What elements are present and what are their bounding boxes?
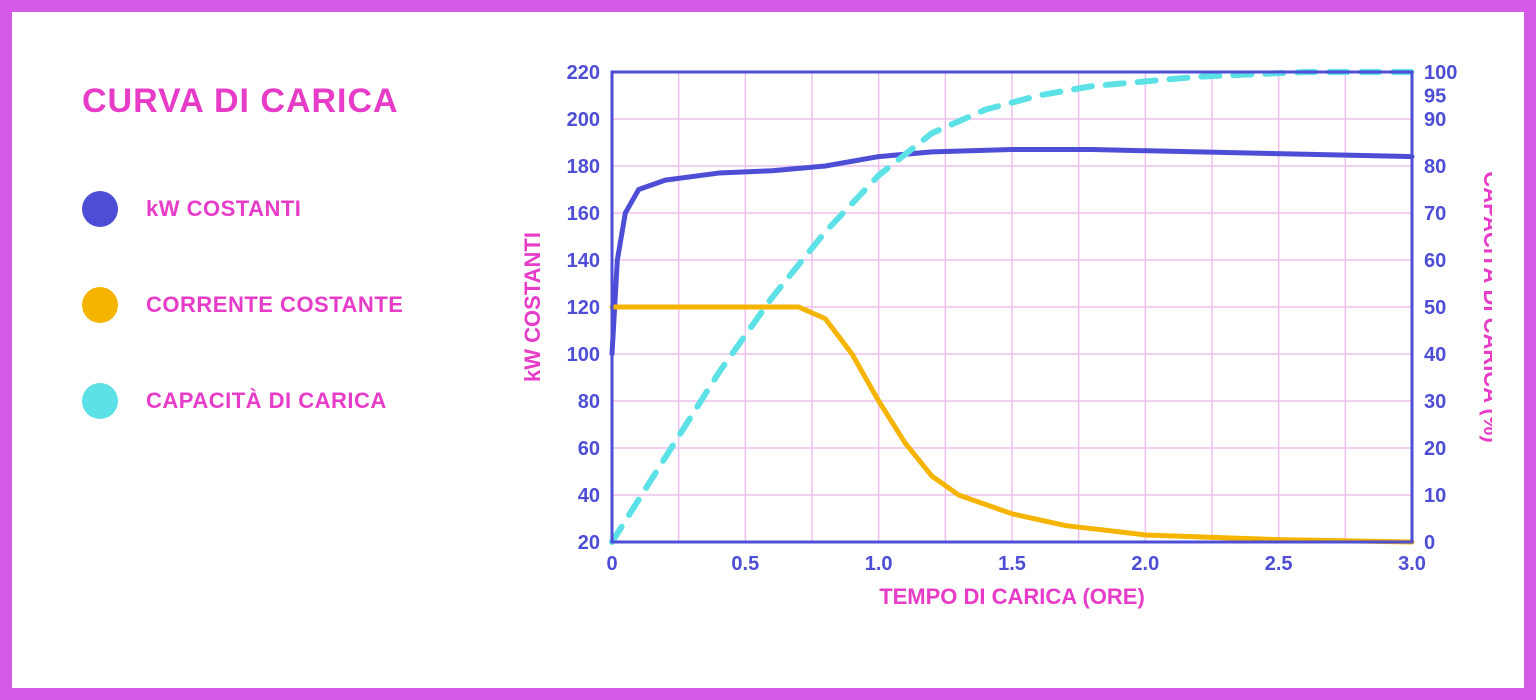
svg-text:3.0: 3.0 — [1398, 553, 1426, 575]
legend-item-capacita: CAPACITÀ DI CARICA — [82, 383, 492, 419]
svg-text:40: 40 — [1424, 344, 1446, 366]
svg-text:95: 95 — [1424, 86, 1446, 108]
inner-frame: CURVA DI CARICA kW COSTANTI CORRENTE COS… — [12, 12, 1524, 688]
svg-text:80: 80 — [1424, 156, 1446, 178]
legend-label-corrente: CORRENTE COSTANTE — [146, 292, 403, 318]
svg-text:1.0: 1.0 — [865, 553, 893, 575]
svg-text:CAPACITÀ DI CARICA (%): CAPACITÀ DI CARICA (%) — [1479, 171, 1492, 442]
svg-text:90: 90 — [1424, 109, 1446, 131]
svg-text:0.5: 0.5 — [731, 553, 759, 575]
svg-text:100: 100 — [567, 344, 600, 366]
svg-text:1.5: 1.5 — [998, 553, 1026, 575]
svg-text:20: 20 — [578, 532, 600, 554]
chart-area: 20 40 60 80 100 120 140 160 180 200 220 0 10 20 30 40 50… — [492, 52, 1494, 658]
svg-text:60: 60 — [578, 438, 600, 460]
legend-swatch-capacita — [82, 383, 118, 419]
svg-text:10: 10 — [1424, 485, 1446, 507]
legend-label-capacita: CAPACITÀ DI CARICA — [146, 388, 387, 414]
legend-column: CURVA DI CARICA kW COSTANTI CORRENTE COS… — [52, 52, 492, 658]
legend-label-kw: kW COSTANTI — [146, 196, 301, 222]
svg-text:100: 100 — [1424, 62, 1457, 84]
legend-item-corrente: CORRENTE COSTANTE — [82, 287, 492, 323]
svg-text:kW COSTANTI: kW COSTANTI — [520, 232, 545, 382]
legend-swatch-corrente — [82, 287, 118, 323]
svg-text:200: 200 — [567, 109, 600, 131]
svg-text:50: 50 — [1424, 297, 1446, 319]
svg-text:TEMPO DI CARICA (ORE): TEMPO DI CARICA (ORE) — [879, 584, 1145, 609]
svg-text:220: 220 — [567, 62, 600, 84]
svg-text:2.0: 2.0 — [1131, 553, 1159, 575]
outer-frame: CURVA DI CARICA kW COSTANTI CORRENTE COS… — [0, 0, 1536, 700]
chart-title: CURVA DI CARICA — [82, 82, 492, 121]
svg-text:140: 140 — [567, 250, 600, 272]
legend-item-kw: kW COSTANTI — [82, 191, 492, 227]
svg-text:0: 0 — [606, 553, 617, 575]
svg-text:40: 40 — [578, 485, 600, 507]
svg-text:80: 80 — [578, 391, 600, 413]
svg-text:20: 20 — [1424, 438, 1446, 460]
svg-text:60: 60 — [1424, 250, 1446, 272]
svg-text:120: 120 — [567, 297, 600, 319]
svg-text:0: 0 — [1424, 532, 1435, 554]
svg-text:30: 30 — [1424, 391, 1446, 413]
svg-text:70: 70 — [1424, 203, 1446, 225]
svg-text:180: 180 — [567, 156, 600, 178]
svg-text:160: 160 — [567, 203, 600, 225]
svg-text:2.5: 2.5 — [1265, 553, 1293, 575]
legend-swatch-kw — [82, 191, 118, 227]
chart-svg: 20 40 60 80 100 120 140 160 180 200 220 0 10 20 30 40 50… — [492, 52, 1492, 652]
